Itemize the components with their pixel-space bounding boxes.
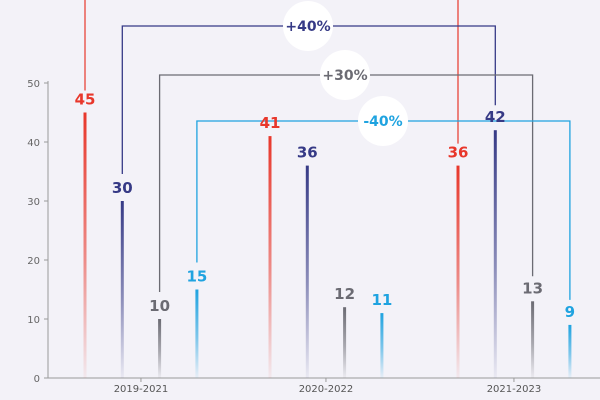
data-label: 36 (448, 144, 469, 162)
change-connector (158, 74, 534, 292)
data-label: 13 (522, 279, 543, 297)
data-label: 15 (186, 268, 207, 286)
change-badge (358, 96, 408, 146)
bar (83, 112, 87, 378)
bar (158, 319, 162, 378)
data-label: 36 (297, 144, 318, 162)
bar (531, 301, 535, 378)
y-tick-label: 20 (27, 256, 40, 267)
x-tick-label: 2020-2022 (299, 384, 354, 395)
bar (493, 130, 497, 378)
y-tick-label: 40 (27, 138, 40, 149)
red-series-extensions (84, 0, 459, 144)
change-label: +40% (285, 19, 330, 35)
y-tick-label: 10 (27, 315, 40, 326)
x-tick-label: 2019-2021 (114, 384, 169, 395)
value-labels: 45 41 36 30 36 42 10 12 13 15 11 9 (75, 91, 576, 321)
data-label: 45 (75, 91, 96, 109)
bar (343, 307, 347, 378)
y-tick-label: 0 (34, 374, 40, 385)
bar (456, 165, 460, 378)
data-label: 12 (334, 285, 355, 303)
change-label: +30% (322, 68, 367, 84)
data-label: 42 (485, 108, 506, 126)
data-label: 41 (260, 114, 281, 132)
axes: 0 10 20 30 40 50 2019-2021 2020-2022 2021-2023 (27, 79, 600, 395)
data-label: 30 (112, 179, 133, 197)
bar (268, 136, 272, 378)
bars (83, 112, 572, 378)
bar (195, 289, 199, 378)
bar (568, 324, 572, 378)
bar (120, 201, 124, 378)
change-label: -40% (363, 114, 402, 130)
y-tick-label: 50 (27, 79, 40, 90)
data-label: 9 (565, 303, 575, 321)
change-connectors: +40% +30% -40% (121, 1, 571, 300)
change-badge (320, 50, 370, 100)
x-tick-label: 2021-2023 (487, 384, 542, 395)
y-tick-label: 30 (27, 197, 40, 208)
data-label: 10 (149, 297, 170, 315)
data-label: 11 (371, 291, 392, 309)
change-badge (283, 1, 333, 51)
change-connector (196, 120, 571, 300)
bar (305, 165, 309, 378)
bar (380, 313, 384, 378)
